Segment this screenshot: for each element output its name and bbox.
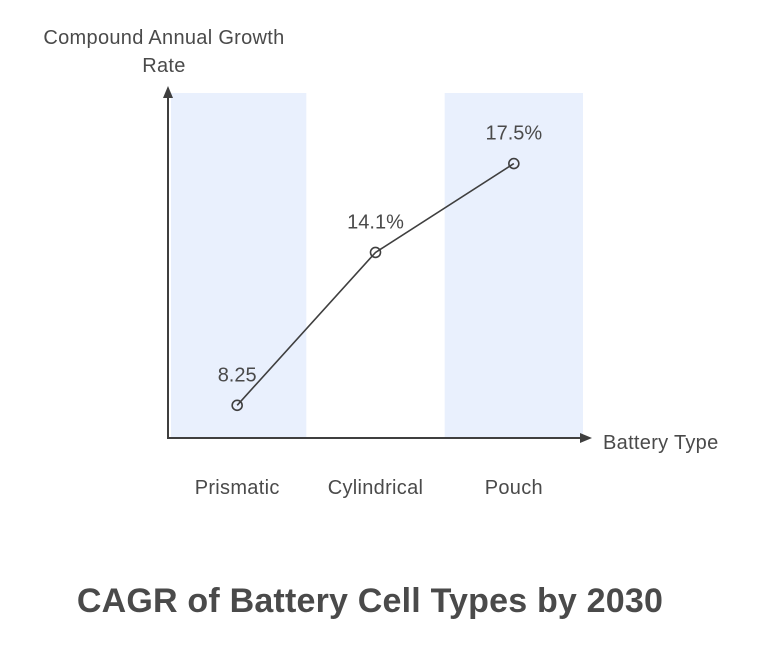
highlight-band-prismatic [171, 93, 307, 438]
data-label-prismatic: 8.25 [218, 364, 257, 386]
highlight-band-pouch [444, 93, 583, 438]
x-tick-label-prismatic: Prismatic [195, 477, 280, 499]
y-axis-title-line-2: Rate [142, 55, 186, 77]
data-label-pouch: 17.5% [485, 123, 542, 145]
data-point-pouch [508, 157, 520, 170]
x-axis-arrow-icon [580, 433, 592, 443]
x-tick-label-cylindrical: Cylindrical [328, 477, 424, 499]
chart-title: CAGR of Battery Cell Types by 2030 [76, 582, 664, 620]
line-chart: 8.25 Prismatic 14.1% Cylindrical 17.5% Pouch [163, 86, 592, 499]
x-tick-label-pouch: Pouch [485, 477, 543, 499]
y-axis-arrow-icon [163, 86, 173, 98]
data-line [236, 162, 515, 406]
x-axis-title: Battery Type [603, 432, 719, 454]
y-axis-title-line-1: Compound Annual Growth [43, 27, 285, 49]
y-axis-title: Compound Annual Growth Rate [9, 24, 319, 80]
data-label-cylindrical: 14.1% [347, 211, 404, 233]
data-point-cylindrical [369, 246, 382, 259]
data-point-prismatic [231, 399, 243, 412]
